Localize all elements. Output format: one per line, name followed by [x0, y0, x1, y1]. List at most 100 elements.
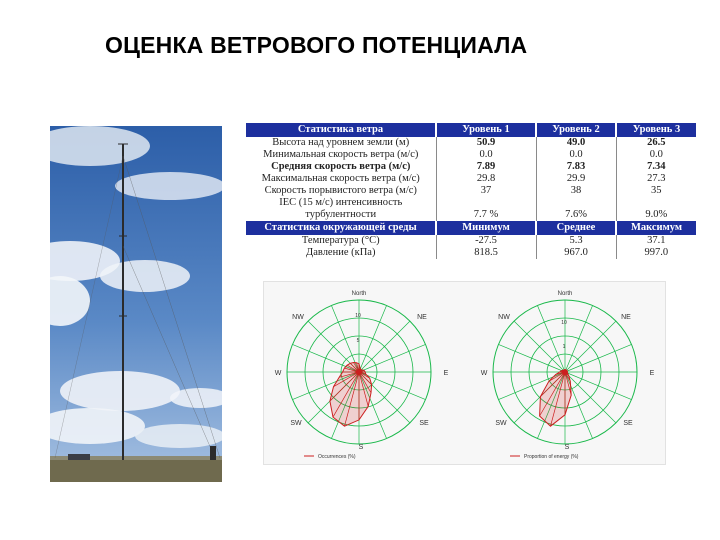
row-value: 7.34	[647, 161, 666, 172]
row-label: Давление (кПа)	[246, 247, 437, 259]
row-value: 27.3	[647, 173, 666, 184]
rose1-e-label: E	[444, 370, 449, 377]
row-value: -27.5	[436, 235, 537, 247]
row-value: 0.0	[436, 149, 537, 161]
row-value: 0.0	[536, 149, 617, 161]
rose2-ne-label: NE	[621, 314, 631, 321]
rose-sector-ray	[339, 371, 360, 378]
rose-grid-spoke	[358, 305, 387, 373]
rose-grid-spoke	[358, 320, 411, 373]
rose2-se-label: SE	[623, 420, 633, 427]
rose2-e-label: E	[650, 370, 655, 377]
table-row: Минимальная скорость ветра (м/с) 0.0 0.0…	[246, 149, 696, 161]
rose-sector-ray	[344, 371, 360, 427]
iec-label-line: IEC (15 м/с) интенсивность	[279, 197, 403, 208]
row-label: Высота над уровнем земли (м)	[246, 137, 437, 149]
rose-petal-outline	[539, 369, 572, 427]
rose1-north-label: North	[352, 291, 367, 297]
rose2-ring-label: 1	[563, 344, 566, 350]
rose2-nw-label: NW	[498, 314, 510, 321]
row-value: 5.3	[536, 235, 617, 247]
rose-grid-spoke	[537, 305, 566, 373]
header-cell: Уровень 1	[436, 123, 537, 137]
rose-sector-ray	[564, 371, 572, 396]
row-label: IEC (15 м/с) интенсивность турбулентност…	[246, 197, 437, 221]
env-stats-header: Статистика окружающей среды Минимум Сред…	[246, 221, 696, 235]
rose-sector-ray	[539, 371, 566, 417]
rose-grid-spoke	[358, 371, 426, 400]
table-row: Скорость порывистого ветра (м/с) 37 38 3…	[246, 185, 696, 197]
row-value: 818.5	[436, 247, 537, 259]
row-value: 29.9	[536, 173, 617, 185]
rose-grid-spoke	[331, 371, 360, 439]
row-value: 49.0	[536, 137, 617, 149]
rose-sector-ray	[550, 371, 566, 427]
row-label: Максимальная скорость ветра (м/с)	[246, 173, 437, 185]
table-row: Максимальная скорость ветра (м/с) 29.8 2…	[246, 173, 696, 185]
header-cell: Уровень 3	[616, 123, 696, 137]
rose-sector-ray	[540, 371, 566, 397]
row-value: 37	[436, 185, 537, 197]
met-mast-photo	[50, 126, 222, 482]
rose1-ne-label: NE	[417, 314, 427, 321]
row-value: 7.83	[536, 161, 617, 173]
rose1-sw-label: SW	[290, 420, 302, 427]
row-value: 997.0	[644, 247, 669, 258]
rose-grid-spoke	[564, 305, 593, 373]
rose1-w-label: W	[275, 370, 282, 377]
rose-grid-spoke	[564, 371, 632, 400]
row-value: 7.6%	[536, 197, 617, 221]
rose1-ring-label: 10	[355, 313, 361, 319]
rose2-s-label: S	[565, 444, 570, 451]
page-title: ОЦЕНКА ВЕТРОВОГО ПОТЕНЦИАЛА	[105, 32, 528, 58]
row-value: 7.89	[436, 161, 537, 173]
header-cell: Максимум	[616, 221, 696, 235]
header-cell: Уровень 2	[536, 123, 617, 137]
rose-sector-ray	[358, 371, 369, 407]
rose-grid-spoke	[537, 371, 566, 439]
table-row: Высота над уровнем земли (м) 50.9 49.0 2…	[246, 137, 696, 149]
rose2-w-label: W	[481, 370, 488, 377]
rose-grid-spoke	[498, 344, 566, 373]
iec-label-line: турбулентности	[305, 209, 377, 220]
rose-sector-ray	[332, 371, 360, 418]
rose1-nw-label: NW	[292, 314, 304, 321]
row-value: 26.5	[647, 137, 666, 148]
header-cell: Минимум	[436, 221, 537, 235]
rose2-north-label: North	[558, 291, 573, 297]
rose2-ring-label: 10	[561, 320, 567, 326]
row-value: 29.8	[436, 173, 537, 185]
rose-sector-ray	[329, 371, 360, 402]
header-cell: Среднее	[536, 221, 617, 235]
table-row: IEC (15 м/с) интенсивность турбулентност…	[246, 197, 696, 221]
row-value: 50.9	[436, 137, 537, 149]
row-label: Скорость порывистого ветра (м/с)	[246, 185, 437, 197]
rose1-se-label: SE	[419, 420, 429, 427]
row-value: 967.0	[536, 247, 617, 259]
table-row: Средняя скорость ветра (м/с) 7.89 7.83 7…	[246, 161, 696, 173]
table-row: Давление (кПа) 818.5 967.0 997.0	[246, 247, 696, 259]
wind-stats-header: Статистика ветра Уровень 1 Уровень 2 Уро…	[246, 123, 696, 137]
rose-grid-spoke	[358, 344, 426, 373]
rose-grid-spoke	[564, 320, 617, 373]
rose-petal-outline	[329, 361, 373, 427]
header-cell: Статистика ветра	[246, 123, 437, 137]
rose-grid-spoke	[331, 305, 360, 373]
wind-statistics-table: Статистика ветра Уровень 1 Уровень 2 Уро…	[246, 123, 696, 259]
rose-grid-spoke	[564, 371, 617, 424]
rose-sector-ray	[358, 371, 372, 393]
row-label: Средняя скорость ветра (м/с)	[246, 161, 437, 173]
rose-grid-spoke	[292, 344, 360, 373]
row-label: Температура (°C)	[246, 235, 437, 247]
row-label: Минимальная скорость ветра (м/с)	[246, 149, 437, 161]
header-cell: Статистика окружающей среды	[246, 221, 437, 235]
table-row: Температура (°C) -27.5 5.3 37.1	[246, 235, 696, 247]
row-value: 38	[536, 185, 617, 197]
wind-roses-panel: North NW NE W E SW SE S 5 10 Occurrences…	[263, 281, 666, 465]
rose-grid-spoke	[513, 320, 566, 373]
rose-sector-ray	[548, 371, 566, 382]
rose1-s-label: S	[359, 444, 364, 451]
wind-rose-2	[492, 299, 638, 445]
wind-rose-1	[286, 299, 432, 445]
rose-grid-spoke	[292, 371, 360, 400]
